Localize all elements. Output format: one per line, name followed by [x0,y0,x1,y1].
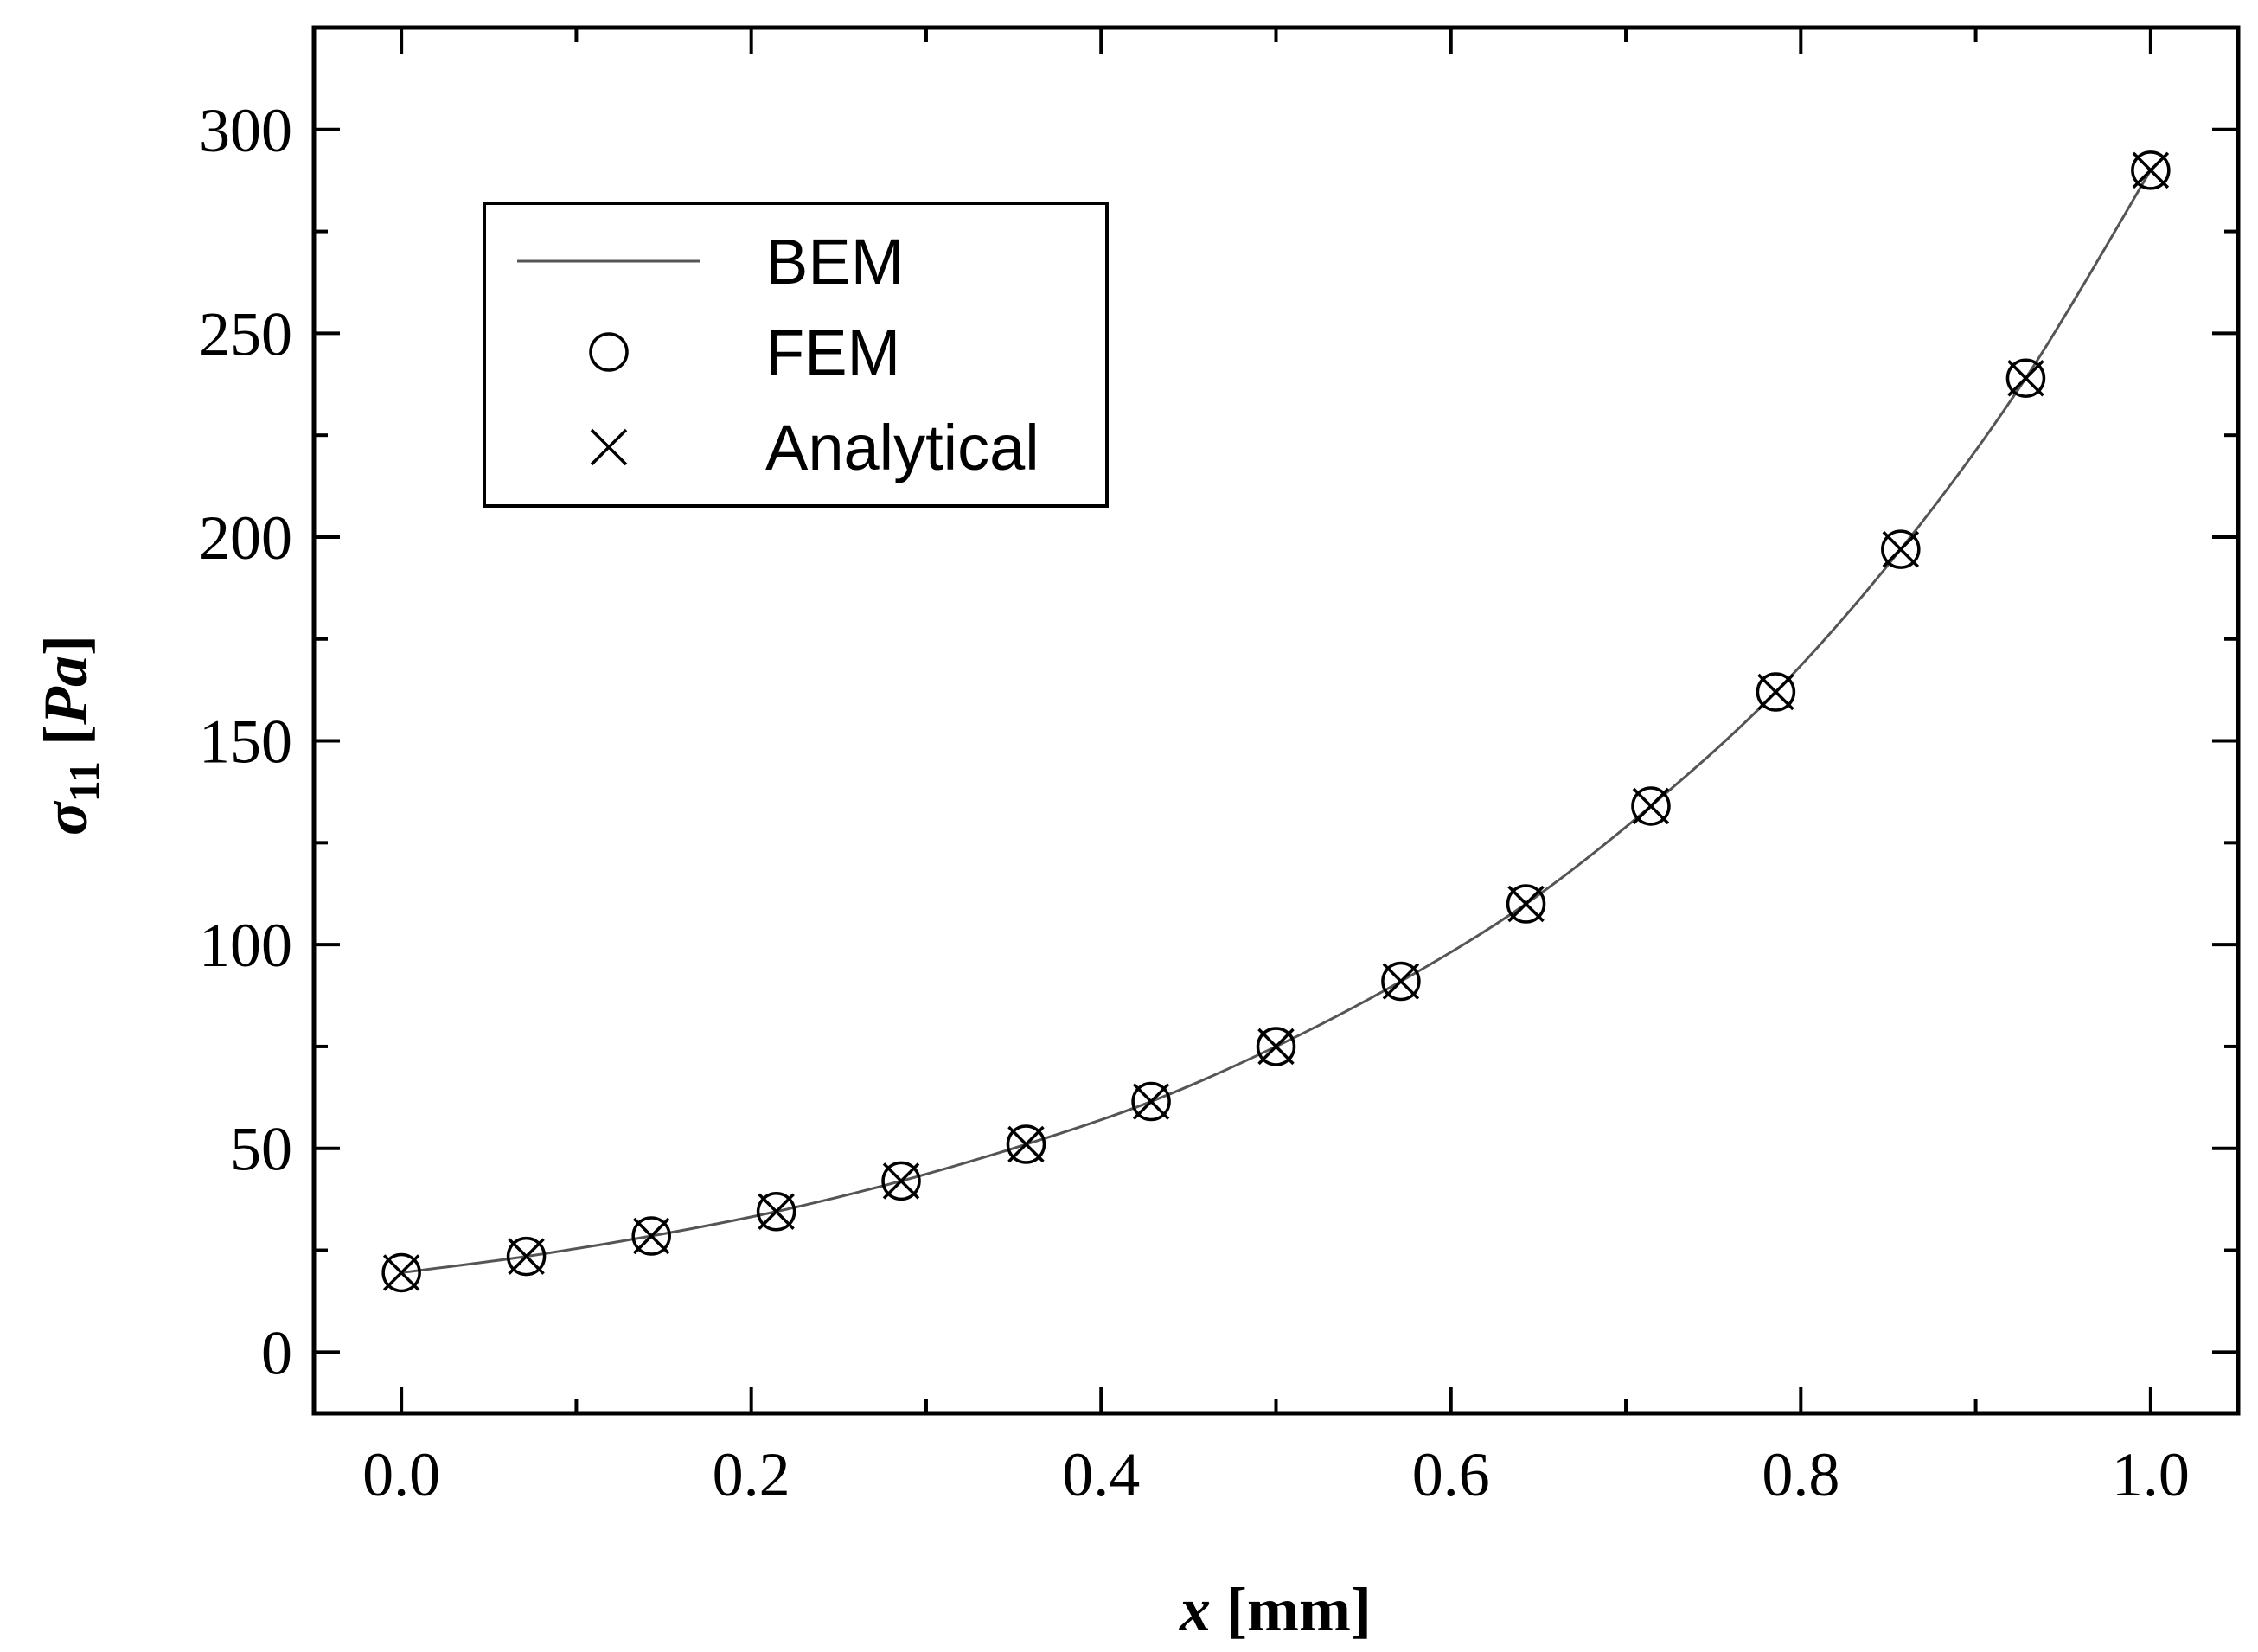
analytical-point-stroke [1132,1083,1170,1120]
analytical-point [1507,885,1545,923]
x-tick-label: 0.2 [713,1440,790,1509]
analytical-point [1632,787,1670,825]
y-axis-title: σ11 [Pa] [31,635,108,836]
fem-point [631,1216,671,1256]
x-axis-var: x [1179,1575,1211,1644]
x-tick-label: 0.0 [362,1440,440,1509]
fem-point [381,1252,421,1293]
axes-frame [311,25,2241,1416]
axis-ticks: 0.0 0.2 0.4 0.6 0.8 1.0 0 50 100 150 200 250 300 [199,28,2238,1509]
fem-point [506,1236,547,1277]
analytical-point [1132,1083,1170,1120]
y-tick-label: 50 [230,1115,292,1184]
legend-fem-swatch [589,332,629,372]
fem-point [1506,884,1546,924]
fem-point [1256,1027,1296,1066]
legend-box [483,202,1109,508]
fem-point [1381,961,1421,1002]
analytical-point-stroke [632,1217,670,1255]
analytical-point-stroke [1257,1028,1295,1066]
analytical-point [2132,151,2170,189]
analytical-point-stroke [2007,359,2044,397]
y-axis-unit: Pa [31,656,100,726]
y-axis-var: σ [31,800,100,836]
analytical-point-stroke [1507,885,1545,923]
analytical-point [632,1217,670,1255]
analytical-point-stroke [1882,530,1920,568]
x-tick-label: 0.8 [1762,1440,1839,1509]
fem-point [1131,1081,1171,1122]
fem-point [1881,529,1921,569]
analytical-point [1757,673,1794,711]
analytical-point [1382,963,1420,1000]
analytical-point-stroke [382,1254,420,1291]
y-tick-label: 300 [199,96,292,165]
fem-point [1756,672,1796,712]
legend-bem-label: BEM [765,226,904,298]
y-tick-label: 250 [199,299,292,368]
y-axis-subscript: 11 [60,761,108,802]
fem-point [756,1192,796,1232]
y-tick-label: 150 [199,708,292,777]
analytical-point-stroke [882,1162,920,1200]
analytical-point-stroke [758,1193,795,1231]
analytical-point [382,1254,420,1291]
analytical-point-stroke [1382,963,1420,1000]
fem-point [1631,786,1671,826]
analytical-point [1007,1125,1045,1163]
data-series [381,150,2171,1293]
analytical-point [1882,530,1920,568]
legend-analytical-swatch [590,428,628,466]
analytical-point [1257,1028,1295,1066]
analytical-point-stroke [1632,787,1670,825]
x-tick-label: 0.6 [1412,1440,1490,1509]
y-tick-label: 0 [261,1318,292,1387]
analytical-point [758,1193,795,1231]
x-axis-title: x [mm] [1179,1575,1372,1644]
y-tick-label: 100 [199,911,292,980]
x-tick-label: 1.0 [2112,1440,2190,1509]
analytical-point-stroke [2132,151,2170,189]
analytical-point-stroke [508,1238,545,1275]
x-axis-unit: [mm] [1226,1575,1372,1644]
y-tick-label: 200 [199,503,292,573]
fem-point [2131,150,2171,190]
analytical-point [882,1162,920,1200]
legend-analytical-label: Analytical [765,412,1039,483]
legend: BEM FEM Analytical [483,202,1109,508]
legend-fem-label: FEM [765,317,900,388]
analytical-point [508,1238,545,1275]
analytical-point-stroke [1007,1125,1045,1163]
fem-point [881,1161,921,1201]
x-tick-label: 0.4 [1062,1440,1140,1509]
analytical-point [2007,359,2044,397]
analytical-point-stroke [1757,673,1794,711]
fem-point [1006,1124,1046,1164]
fem-point [2005,358,2046,398]
